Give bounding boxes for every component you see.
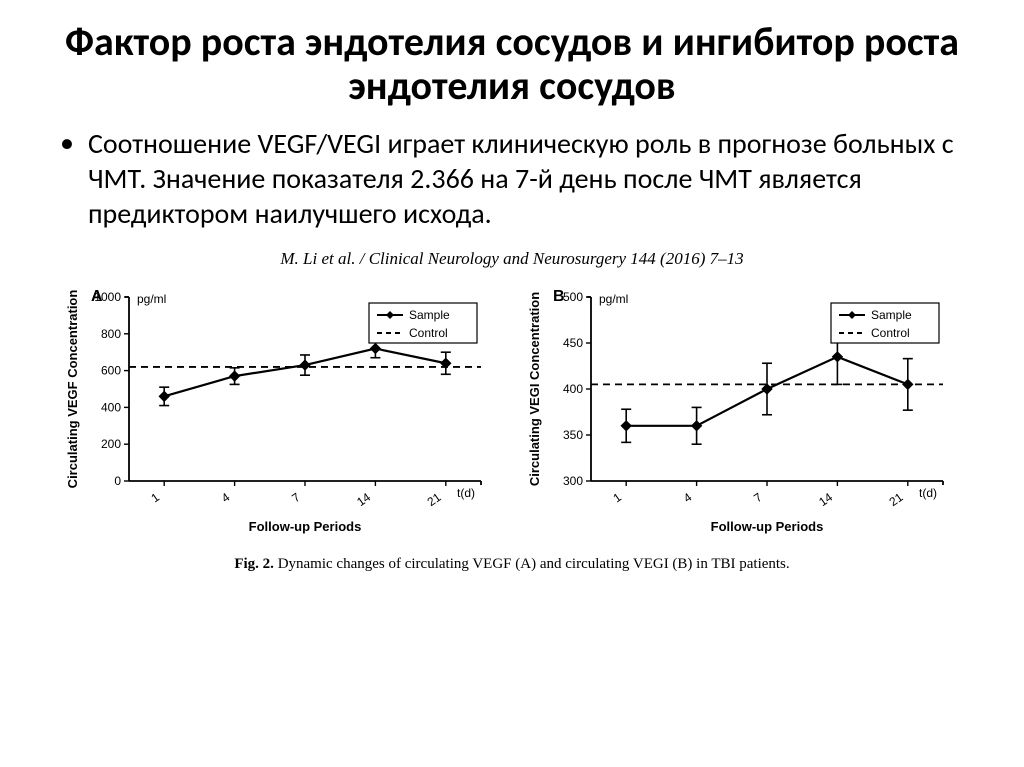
svg-text:1: 1 <box>148 490 162 505</box>
svg-text:14: 14 <box>354 490 373 509</box>
svg-text:7: 7 <box>751 490 765 505</box>
bullet-marker: • <box>60 126 74 160</box>
svg-text:350: 350 <box>563 428 583 442</box>
svg-text:500: 500 <box>563 290 583 304</box>
svg-text:pg/ml: pg/ml <box>599 292 628 306</box>
svg-text:200: 200 <box>101 437 121 451</box>
svg-text:400: 400 <box>101 400 121 414</box>
svg-text:4: 4 <box>219 490 233 505</box>
svg-text:Control: Control <box>871 326 910 340</box>
svg-text:t(d): t(d) <box>457 486 475 500</box>
svg-text:1: 1 <box>610 490 624 505</box>
svg-text:Circulating VEGF Concentration: Circulating VEGF Concentration <box>65 290 80 489</box>
chart-a: 02004006008001000pg/mlA1471421t(d)Follow… <box>61 279 501 544</box>
bullet-block: • Соотношение VEGF/VEGI играет клиническ… <box>60 126 964 231</box>
figure-caption: Fig. 2. Dynamic changes of circulating V… <box>30 556 994 573</box>
svg-text:Circulating VEGI Concentration: Circulating VEGI Concentration <box>527 292 542 486</box>
svg-text:300: 300 <box>563 474 583 488</box>
svg-text:Follow-up Periods: Follow-up Periods <box>249 519 362 534</box>
svg-text:Sample: Sample <box>409 308 450 322</box>
svg-text:21: 21 <box>425 490 444 509</box>
svg-text:t(d): t(d) <box>919 486 937 500</box>
caption-prefix: Fig. 2. <box>234 556 274 572</box>
svg-text:14: 14 <box>816 490 835 509</box>
svg-text:4: 4 <box>681 490 695 505</box>
svg-text:0: 0 <box>114 474 121 488</box>
svg-text:B: B <box>553 288 565 305</box>
svg-text:450: 450 <box>563 336 583 350</box>
svg-text:Follow-up Periods: Follow-up Periods <box>711 519 824 534</box>
svg-text:A: A <box>91 288 103 305</box>
caption-body: Dynamic changes of circulating VEGF (A) … <box>278 556 790 572</box>
chart-b: 300350400450500pg/mlB1471421t(d)Follow-u… <box>523 279 963 544</box>
svg-text:Sample: Sample <box>871 308 912 322</box>
slide-title: Фактор роста эндотелия сосудов и ингибит… <box>30 20 994 108</box>
svg-text:800: 800 <box>101 327 121 341</box>
bullet-text: Соотношение VEGF/VEGI играет клиническую… <box>88 126 964 231</box>
charts-row: 02004006008001000pg/mlA1471421t(d)Follow… <box>50 279 974 544</box>
citation-text: M. Li et al. / Clinical Neurology and Ne… <box>30 249 994 269</box>
svg-text:Control: Control <box>409 326 448 340</box>
svg-text:600: 600 <box>101 364 121 378</box>
svg-text:21: 21 <box>887 490 906 509</box>
svg-text:400: 400 <box>563 382 583 396</box>
svg-text:7: 7 <box>289 490 303 505</box>
svg-text:pg/ml: pg/ml <box>137 292 166 306</box>
